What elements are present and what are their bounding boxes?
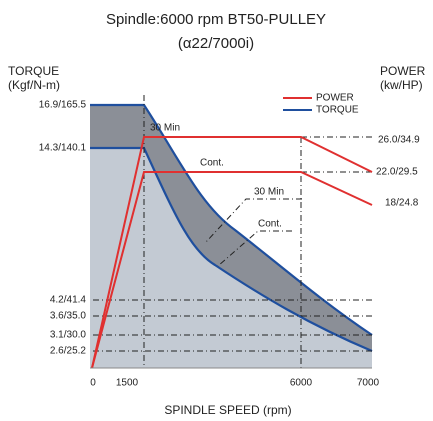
guides (93, 95, 372, 368)
y2-tick-label: 26.0/34.9 (378, 135, 420, 146)
power-30min (91, 136, 373, 369)
x-tick-label: 0 (90, 378, 96, 389)
power-cont (91, 171, 373, 369)
torque-upper (90, 103, 373, 336)
left-axis-unit: (Kgf/N-m) (8, 78, 60, 92)
annotation: 30 Min (150, 123, 180, 134)
y-tick-label: 16.9/165.5 (39, 100, 87, 111)
legend-label: POWER (316, 93, 354, 104)
y-tick-label: 4.2/41.4 (50, 295, 87, 306)
torque-lower (90, 146, 373, 353)
annotation: Cont. (200, 158, 224, 169)
x-axis-title: SPINDLE SPEED (rpm) (164, 403, 291, 417)
y-tick-label: 2.6/25.2 (50, 346, 87, 357)
y-tick-label: 3.6/35.0 (50, 311, 87, 322)
x-tick-label: 1500 (116, 378, 139, 389)
y-tick-label: 3.1/30.0 (50, 330, 87, 341)
left-axis-title: TORQUE (8, 64, 59, 78)
subtitle: (α22/7000i) (178, 35, 254, 52)
right-axis-unit: (kw/HP) (380, 78, 423, 92)
annotation: Cont. (258, 219, 282, 230)
title: Spindle:6000 rpm BT50-PULLEY (106, 11, 326, 28)
legend-label: TORQUE (316, 105, 359, 116)
annotation: 30 Min (254, 187, 284, 198)
x-tick-label: 6000 (290, 378, 313, 389)
x-tick-label: 7000 (357, 378, 380, 389)
right-axis-title: POWER (380, 64, 426, 78)
y-tick-label: 14.3/140.1 (39, 143, 87, 154)
y2-tick-label: 22.0/29.5 (376, 167, 418, 178)
torque-area (90, 148, 372, 368)
y2-tick-label: 18/24.8 (385, 198, 419, 209)
